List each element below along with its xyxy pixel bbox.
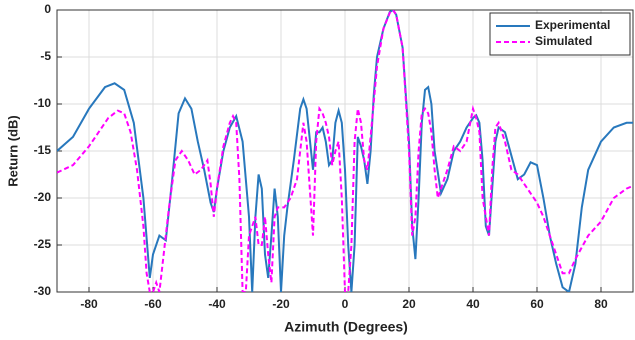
x-tick-label: -40 [208,297,226,311]
y-tick-label: -10 [34,96,52,110]
y-tick-label: 0 [44,2,51,16]
series-line [57,10,633,292]
series-line [57,10,633,292]
x-axis-label: Azimuth (Degrees) [284,319,408,335]
y-tick-label: -5 [40,49,51,63]
y-tick-label: -25 [34,237,52,251]
x-tick-label: -60 [144,297,162,311]
y-tick-label: -15 [34,143,52,157]
y-tick-label: -30 [34,284,52,298]
x-tick-label: 20 [402,297,416,311]
y-axis-label: Return (dB) [5,115,20,187]
x-tick-label: 40 [466,297,480,311]
x-tick-label: 80 [594,297,608,311]
x-tick-label: 0 [342,297,349,311]
x-tick-label: -20 [272,297,290,311]
x-tick-label: -80 [80,297,98,311]
x-tick-label: 60 [530,297,544,311]
legend-label: Experimental [535,18,610,32]
legend-label: Simulated [535,34,592,48]
y-tick-label: -20 [34,190,52,204]
legend-box [489,12,631,56]
